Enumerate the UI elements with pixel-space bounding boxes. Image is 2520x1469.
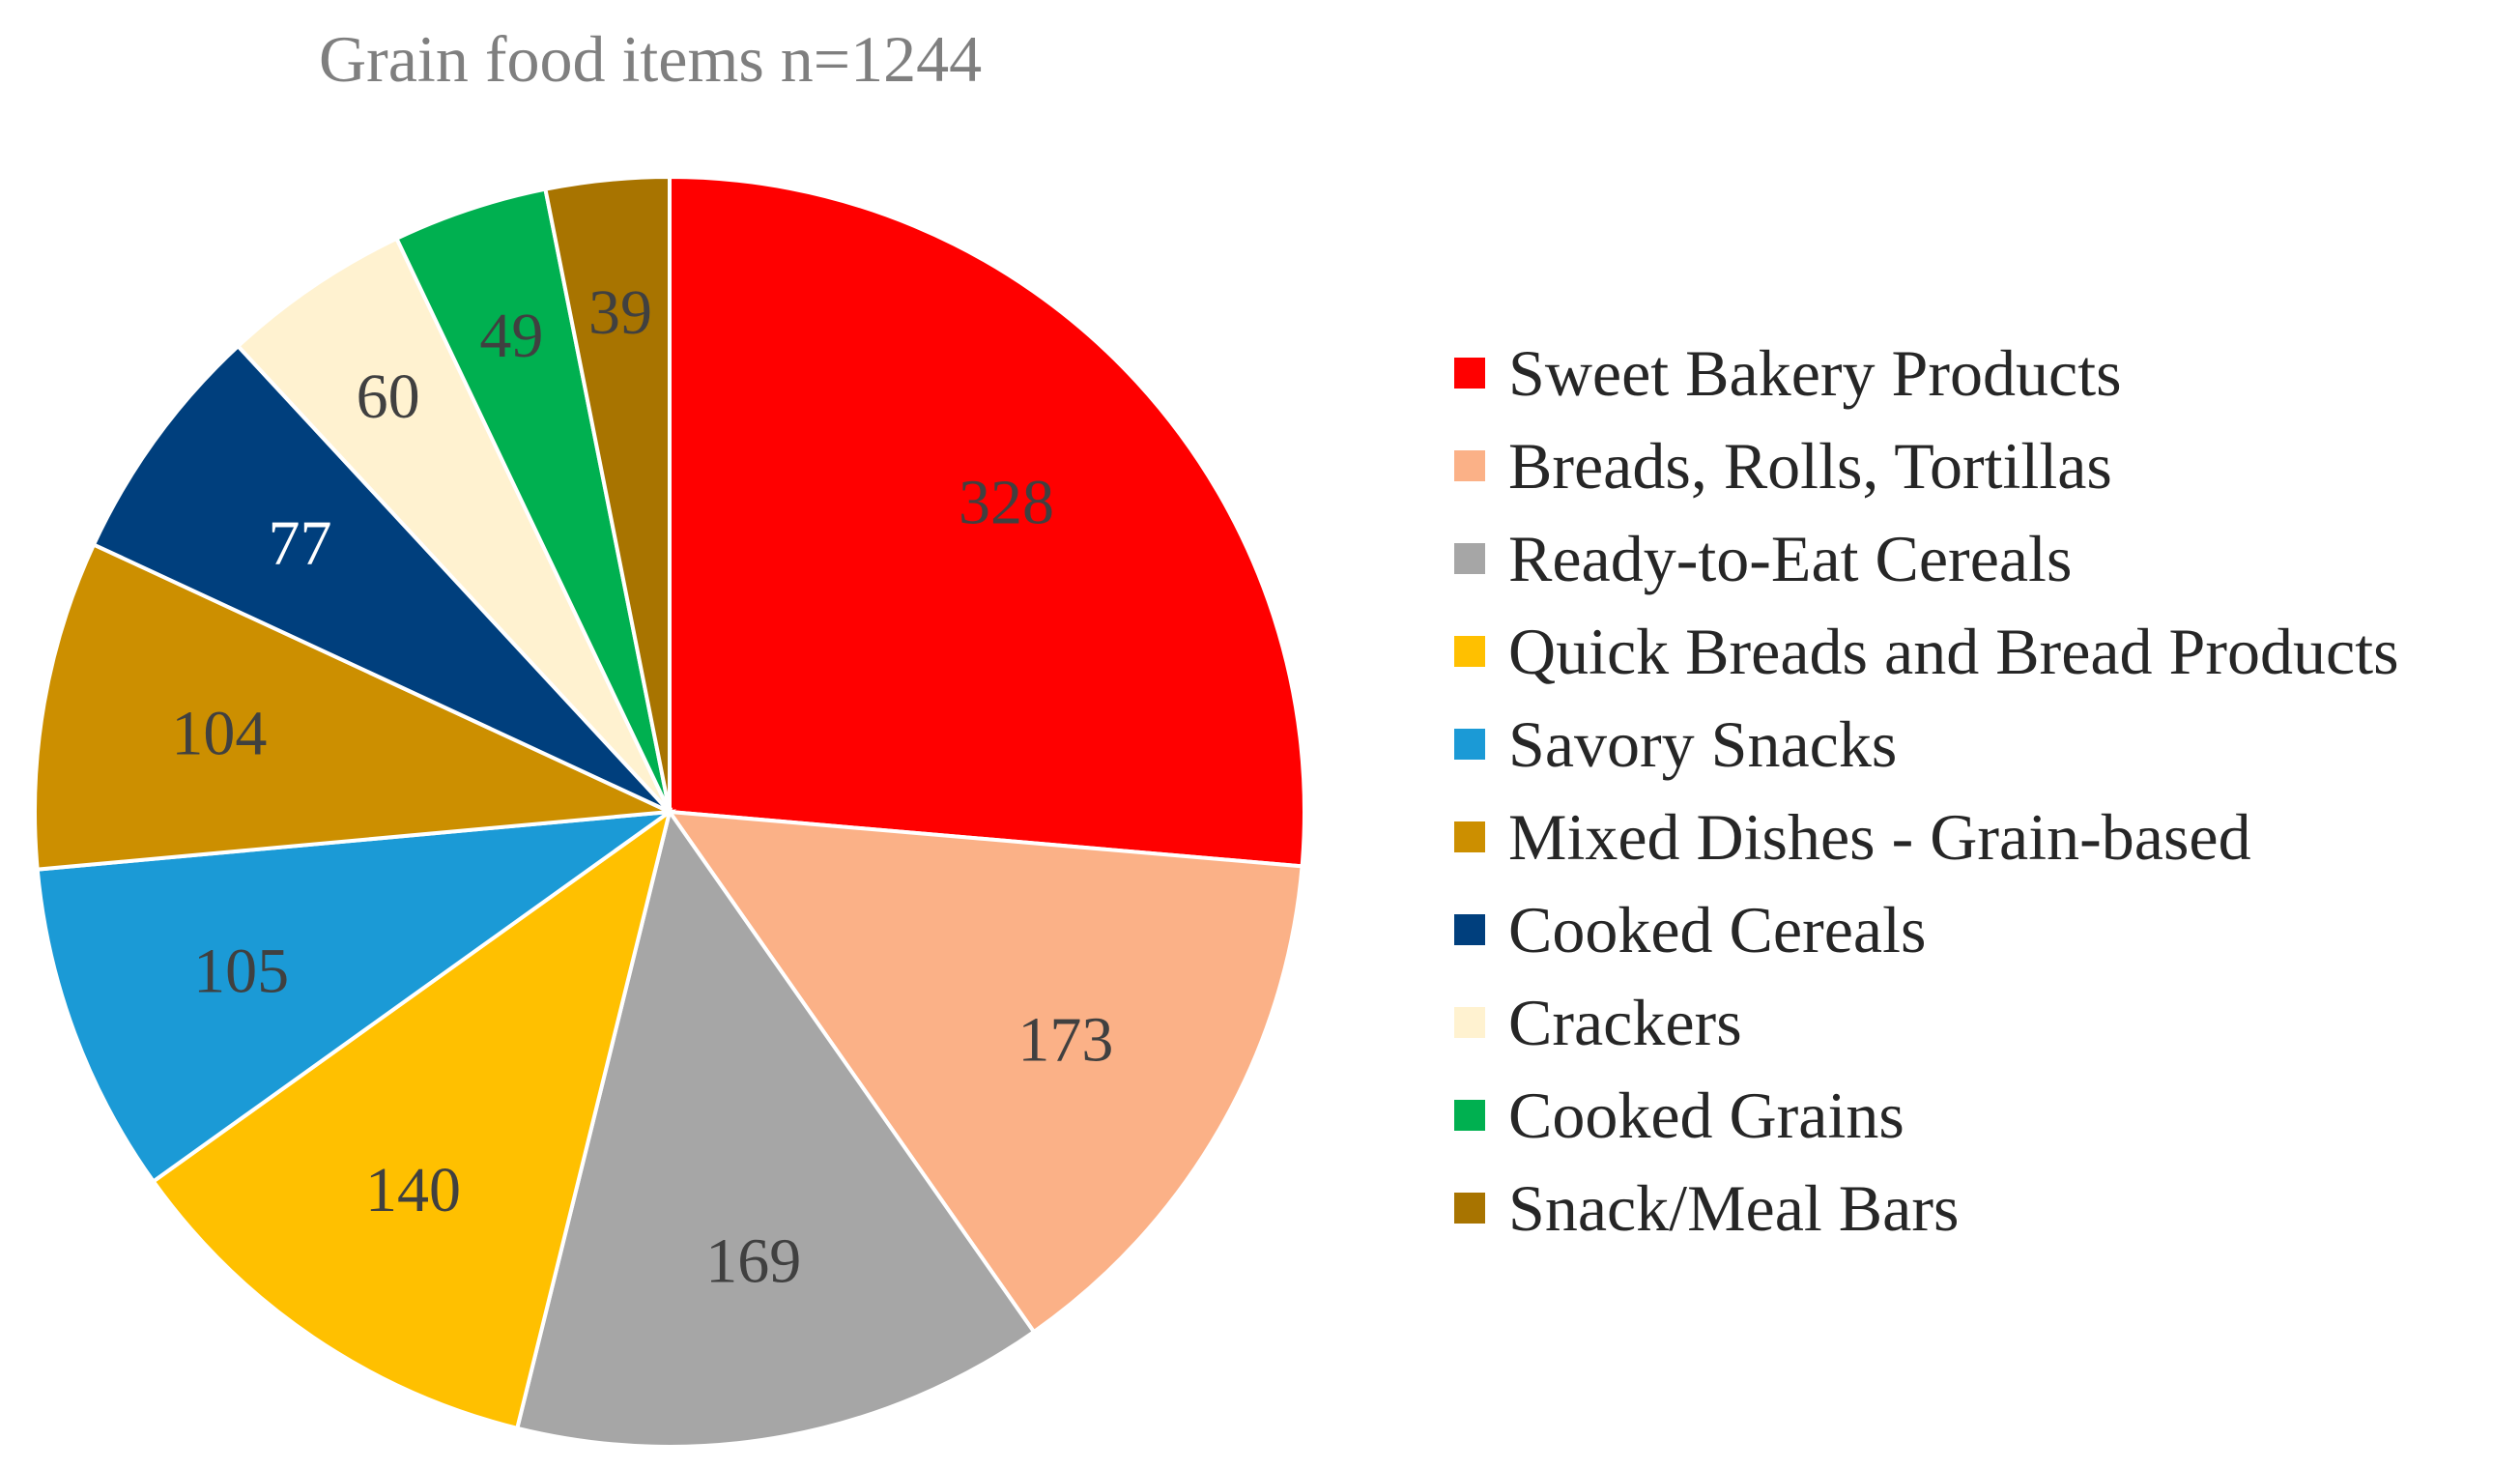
legend-swatch: [1454, 636, 1485, 667]
legend-swatch: [1454, 914, 1485, 945]
legend-item: Savory Snacks: [1454, 698, 2399, 791]
pie-slice-10: [543, 174, 672, 813]
legend-label: Sweet Bakery Products: [1508, 336, 2122, 410]
data-label-5: 105: [193, 936, 289, 1006]
pie-slice-4: [150, 807, 673, 1431]
legend-swatch: [1454, 1193, 1485, 1224]
data-label-9: 49: [479, 301, 543, 371]
legend-swatch: [1454, 821, 1485, 852]
pie-slices: [33, 174, 1306, 1449]
pie-slice-2: [665, 809, 1304, 1335]
data-label-8: 60: [357, 361, 420, 432]
data-label-4: 140: [365, 1155, 461, 1225]
pie-slice-1: [668, 174, 1306, 869]
pie-slice-6: [33, 541, 677, 872]
legend-item: Sweet Bakery Products: [1454, 327, 2399, 419]
legend-swatch: [1454, 1007, 1485, 1038]
legend-label: Cooked Grains: [1508, 1079, 1904, 1152]
legend-item: Cooked Cereals: [1454, 883, 2399, 976]
legend-label: Ready-to-Eat Cereals: [1508, 522, 2073, 595]
legend-item: Crackers: [1454, 976, 2399, 1069]
legend-label: Snack/Meal Bars: [1508, 1171, 1960, 1245]
pie-slice-7: [91, 343, 672, 814]
legend-label: Breads, Rolls, Tortillas: [1508, 429, 2112, 503]
legend-label: Savory Snacks: [1508, 707, 1898, 781]
legend-swatch: [1454, 450, 1485, 481]
legend-label: Mixed Dishes - Grain-based: [1508, 800, 2251, 874]
chart-title: Grain food items n=1244: [319, 22, 983, 96]
legend: Sweet Bakery Products Breads, Rolls, Tort…: [1454, 327, 2399, 1254]
data-label-2: 173: [1017, 1005, 1113, 1076]
legend-swatch: [1454, 543, 1485, 574]
legend-label: Cooked Cereals: [1508, 893, 1927, 966]
legend-swatch: [1454, 358, 1485, 389]
legend-item: Mixed Dishes - Grain-based: [1454, 791, 2399, 883]
legend-label: Crackers: [1508, 986, 1742, 1059]
data-label-1: 328: [959, 468, 1054, 538]
legend-item: Snack/Meal Bars: [1454, 1162, 2399, 1254]
legend-item: Quick Breads and Bread Products: [1454, 605, 2399, 698]
data-label-6: 104: [171, 699, 267, 769]
data-label-10: 39: [588, 277, 652, 348]
pie-slice-3: [514, 807, 1037, 1449]
legend-swatch: [1454, 729, 1485, 760]
pie-data-labels: 328 173 169 140 105 104 77 60 49 39: [171, 277, 1113, 1297]
legend-label: Quick Breads and Bread Products: [1508, 615, 2399, 688]
legend-item: Breads, Rolls, Tortillas: [1454, 419, 2399, 512]
pie-slice-5: [35, 809, 677, 1185]
legend-swatch: [1454, 1100, 1485, 1131]
data-label-3: 169: [705, 1226, 801, 1297]
legend-item: Cooked Grains: [1454, 1069, 2399, 1162]
pie-slice-8: [235, 236, 672, 814]
legend-item: Ready-to-Eat Cereals: [1454, 512, 2399, 605]
data-label-7: 77: [268, 507, 331, 578]
